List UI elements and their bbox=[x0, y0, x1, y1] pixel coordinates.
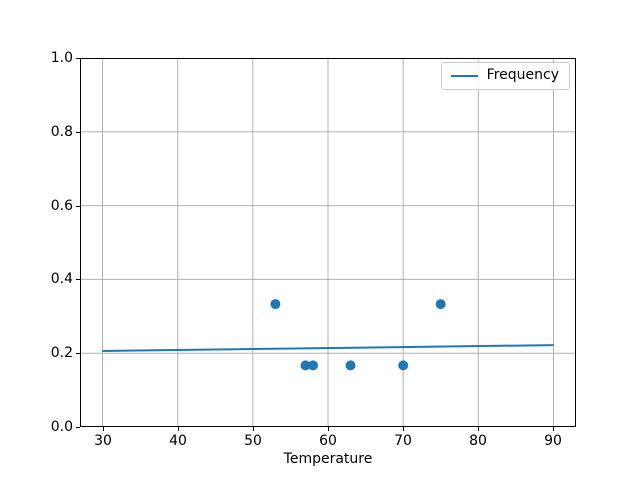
y-tick-mark bbox=[76, 353, 80, 354]
x-tick-label: 90 bbox=[544, 433, 562, 449]
x-tick-label: 30 bbox=[94, 433, 112, 449]
y-tick-label: 0.0 bbox=[50, 419, 73, 435]
x-tick-mark bbox=[178, 427, 179, 431]
scatter-point bbox=[398, 360, 409, 371]
y-tick-mark bbox=[76, 132, 80, 133]
legend-label: Frequency bbox=[486, 67, 559, 83]
x-tick-label: 40 bbox=[169, 433, 187, 449]
scatter-point bbox=[300, 360, 311, 371]
legend: Frequency bbox=[440, 62, 570, 90]
x-tick-mark bbox=[253, 427, 254, 431]
y-tick-label: 0.4 bbox=[50, 271, 73, 287]
scatter-point bbox=[308, 360, 318, 371]
y-tick-mark bbox=[76, 58, 80, 59]
scatter-point bbox=[270, 299, 281, 310]
x-tick-mark bbox=[553, 427, 554, 431]
x-tick-label: 60 bbox=[319, 433, 337, 449]
plot-canvas bbox=[80, 58, 576, 427]
scatter-point bbox=[435, 299, 446, 310]
y-tick-label: 0.6 bbox=[50, 198, 73, 214]
x-tick-label: 50 bbox=[244, 433, 262, 449]
scatter-point bbox=[345, 360, 356, 371]
y-tick-mark bbox=[76, 279, 80, 280]
frequency-line bbox=[102, 344, 554, 352]
y-tick-mark bbox=[76, 206, 80, 207]
x-tick-mark bbox=[328, 427, 329, 431]
x-tick-mark bbox=[478, 427, 479, 431]
axes-spines bbox=[80, 58, 576, 427]
plot-area: Frequency bbox=[80, 58, 576, 427]
x-tick-label: 70 bbox=[394, 433, 412, 449]
legend-line-sample bbox=[450, 74, 478, 77]
y-tick-mark bbox=[76, 427, 80, 428]
x-axis-label: Temperature bbox=[283, 451, 373, 467]
x-tick-mark bbox=[103, 427, 104, 431]
x-tick-mark bbox=[403, 427, 404, 431]
y-tick-label: 0.8 bbox=[50, 124, 73, 140]
y-tick-label: 0.2 bbox=[50, 345, 73, 361]
y-tick-label: 1.0 bbox=[50, 50, 73, 66]
x-tick-label: 80 bbox=[469, 433, 487, 449]
